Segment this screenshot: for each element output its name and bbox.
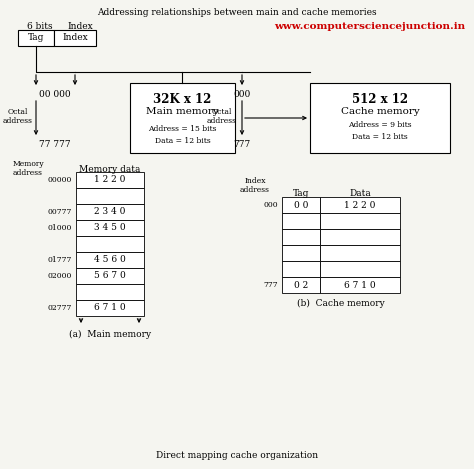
Text: 3 4 5 0: 3 4 5 0 xyxy=(94,224,126,233)
Text: Data = 12 bits: Data = 12 bits xyxy=(155,137,210,145)
Text: Tag: Tag xyxy=(293,189,309,198)
Text: 01000: 01000 xyxy=(47,224,72,232)
Text: 01777: 01777 xyxy=(47,256,72,264)
Text: Data = 12 bits: Data = 12 bits xyxy=(352,133,408,141)
Bar xyxy=(76,300,144,316)
Text: 1 2 2 0: 1 2 2 0 xyxy=(94,175,126,184)
Text: (a)  Main memory: (a) Main memory xyxy=(69,330,151,339)
Bar xyxy=(320,245,400,261)
Text: Cache memory: Cache memory xyxy=(341,107,419,116)
Text: 1 2 2 0: 1 2 2 0 xyxy=(344,201,376,210)
Bar xyxy=(76,236,144,252)
Text: 4 5 6 0: 4 5 6 0 xyxy=(94,256,126,265)
Text: Addressing relationships between main and cache memories: Addressing relationships between main an… xyxy=(97,8,377,17)
Bar xyxy=(320,277,400,293)
Bar xyxy=(76,284,144,300)
Text: 00 000: 00 000 xyxy=(39,90,71,99)
Bar xyxy=(76,220,144,236)
Text: Octal
address: Octal address xyxy=(3,108,33,125)
Text: 00777: 00777 xyxy=(47,208,72,216)
Bar xyxy=(310,83,450,153)
Bar xyxy=(18,30,54,46)
Text: www.computersciencejunction.in: www.computersciencejunction.in xyxy=(274,22,465,31)
Text: 000: 000 xyxy=(264,201,278,209)
Text: 5 6 7 0: 5 6 7 0 xyxy=(94,272,126,280)
Bar xyxy=(54,30,96,46)
Bar xyxy=(76,188,144,204)
Text: 6 7 1 0: 6 7 1 0 xyxy=(94,303,126,312)
Bar xyxy=(282,245,320,261)
Bar xyxy=(282,197,320,213)
Bar xyxy=(282,229,320,245)
Text: 02000: 02000 xyxy=(47,272,72,280)
Text: Index
address: Index address xyxy=(240,177,270,194)
Bar xyxy=(76,172,144,188)
Text: Direct mapping cache organization: Direct mapping cache organization xyxy=(156,451,318,460)
Bar xyxy=(76,204,144,220)
Text: Address = 15 bits: Address = 15 bits xyxy=(148,125,217,133)
Bar xyxy=(320,197,400,213)
Text: 0 2: 0 2 xyxy=(294,280,308,289)
Text: 512 x 12: 512 x 12 xyxy=(352,93,408,106)
Bar xyxy=(282,213,320,229)
Text: 0 0: 0 0 xyxy=(294,201,308,210)
Text: Memory data: Memory data xyxy=(79,165,141,174)
Text: Main memory: Main memory xyxy=(146,107,219,116)
Bar xyxy=(282,261,320,277)
Text: 777: 777 xyxy=(233,140,251,149)
Text: Address = 9 bits: Address = 9 bits xyxy=(348,121,412,129)
Text: 6 7 1 0: 6 7 1 0 xyxy=(344,280,376,289)
Text: Memory
address: Memory address xyxy=(12,160,44,177)
Text: 6 bits: 6 bits xyxy=(27,22,53,31)
Text: 2 3 4 0: 2 3 4 0 xyxy=(94,207,126,217)
Text: 02777: 02777 xyxy=(47,304,72,312)
Bar xyxy=(130,83,235,153)
Text: 77 777: 77 777 xyxy=(39,140,71,149)
Text: (b)  Cache memory: (b) Cache memory xyxy=(297,299,385,308)
Text: 000: 000 xyxy=(233,90,251,99)
Text: Index: Index xyxy=(67,22,93,31)
Text: 777: 777 xyxy=(264,281,278,289)
Text: Data: Data xyxy=(349,189,371,198)
Bar xyxy=(76,252,144,268)
Text: Tag: Tag xyxy=(28,33,44,43)
Bar xyxy=(320,213,400,229)
Text: 00000: 00000 xyxy=(47,176,72,184)
Text: Octal
address: Octal address xyxy=(207,108,237,125)
Bar xyxy=(320,229,400,245)
Bar xyxy=(320,261,400,277)
Text: 32K x 12: 32K x 12 xyxy=(153,93,212,106)
Bar xyxy=(76,268,144,284)
Bar xyxy=(282,277,320,293)
Text: Index: Index xyxy=(62,33,88,43)
